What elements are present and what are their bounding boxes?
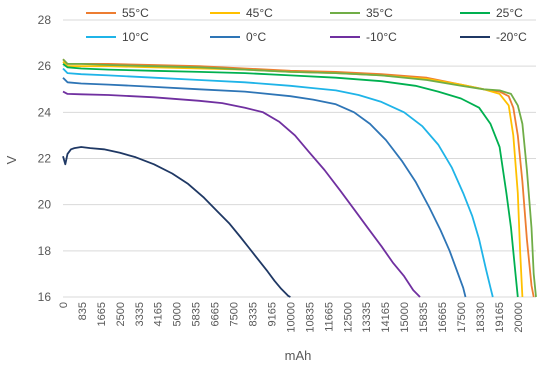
x-tick-label: 4165 (153, 302, 165, 326)
y-tick-label: 26 (38, 59, 52, 73)
x-tick-label: 7500 (229, 302, 241, 326)
x-tick-label: 18330 (475, 302, 487, 333)
legend-label: -10°C (366, 30, 397, 44)
x-tick-label: 14165 (380, 302, 392, 333)
x-axis-title: mAh (285, 348, 312, 363)
series-line-25C (62, 63, 519, 298)
series-line-55C (62, 58, 535, 298)
legend-label: -20°C (496, 30, 527, 44)
y-tick-label: 18 (38, 244, 52, 258)
x-tick-label: 10000 (285, 302, 297, 333)
legend-label: 55°C (122, 6, 149, 20)
x-tick-label: 16665 (437, 302, 449, 333)
y-axis-title: V (4, 155, 19, 164)
series-line-35C (62, 58, 537, 298)
x-tick-label: 11665 (323, 302, 335, 332)
gridlines (63, 19, 536, 298)
x-tick-label: 6665 (210, 302, 222, 326)
x-tick-label: 15835 (418, 302, 430, 333)
x-tick-label: 20000 (513, 302, 525, 333)
x-tick-label: 15000 (399, 302, 411, 333)
legend-label: 0°C (246, 30, 266, 44)
series-line-0C (62, 77, 467, 298)
x-tick-label: 17500 (456, 302, 468, 333)
legend-label: 10°C (122, 30, 149, 44)
x-tick-label: 19165 (494, 302, 506, 333)
x-tick-label: 5000 (172, 302, 184, 326)
x-tick-label: 0 (58, 302, 70, 308)
legend: 55°C 45°C 35°C 25°C 10°C 0°C -10°C -20°C (86, 6, 527, 44)
y-tick-label: 16 (38, 290, 52, 304)
x-tick-label: 3335 (134, 302, 146, 326)
legend-label: 45°C (246, 6, 273, 20)
x-tick-label: 2500 (115, 302, 127, 326)
y-tick-label: 28 (38, 13, 52, 27)
legend-label: 25°C (496, 6, 523, 20)
series-line-10C (62, 67, 494, 298)
x-tick-label: 5835 (191, 302, 203, 326)
series-line--10C (62, 90, 421, 298)
x-tick-label: 835 (77, 302, 89, 320)
x-tick-label: 8335 (248, 302, 260, 326)
y-tick-label: 22 (38, 152, 52, 166)
x-tick-label: 13335 (361, 302, 373, 333)
x-tick-label: 12500 (342, 302, 354, 333)
x-tick-label: 1665 (96, 302, 108, 326)
x-tick-label: 10835 (304, 302, 316, 333)
x-tick-label: 9165 (266, 302, 278, 326)
series-line--20C (62, 146, 291, 298)
legend-label: 35°C (366, 6, 393, 20)
series-lines (62, 58, 537, 298)
y-axis-ticks: 16 18 20 22 24 26 28 (38, 13, 52, 304)
y-tick-label: 20 (38, 198, 52, 212)
x-axis-ticks: 0 835 1665 2500 3335 4165 5000 5835 6665 7500 8335… (58, 302, 525, 333)
y-tick-label: 24 (38, 105, 52, 119)
